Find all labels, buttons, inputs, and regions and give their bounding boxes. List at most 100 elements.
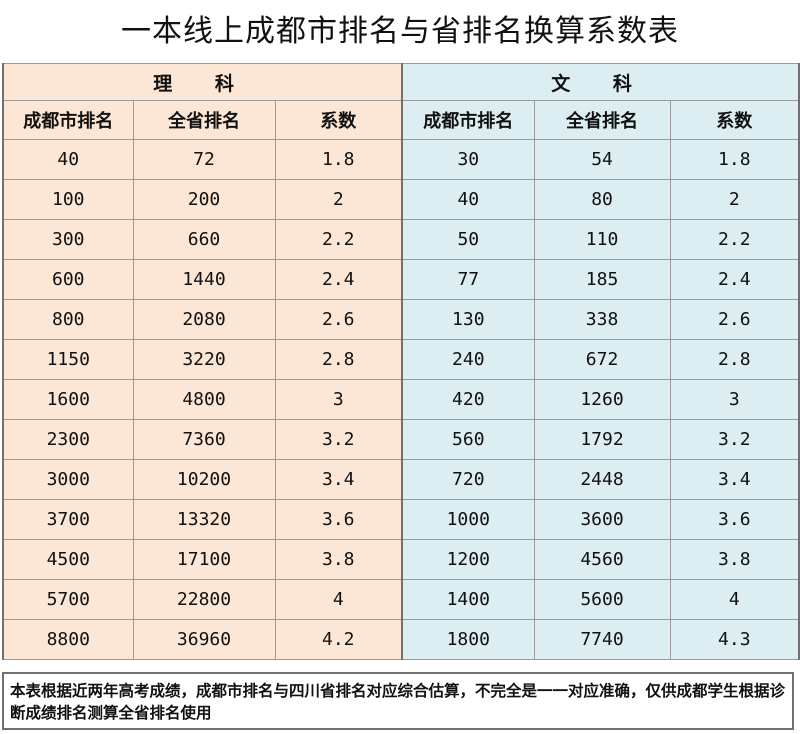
cell-arts-province-rank: 3600	[533, 499, 671, 540]
cell-science-coefficient: 4	[274, 579, 403, 620]
cell-science-coefficient: 2.2	[274, 219, 403, 260]
cell-science-coefficient: 3.8	[274, 539, 403, 580]
cell-science-province-rank: 36960	[132, 619, 276, 660]
cell-arts-coefficient: 4	[669, 579, 800, 620]
cell-science-coefficient: 2	[274, 179, 403, 220]
cell-arts-coefficient: 3.8	[669, 539, 800, 580]
cell-arts-province-rank: 54	[533, 139, 671, 180]
group-header-row: 理 科 文 科	[1, 63, 800, 101]
cell-science-coefficient: 2.6	[274, 299, 403, 340]
cell-arts-province-rank: 338	[533, 299, 671, 340]
cell-arts-city-rank: 720	[401, 459, 535, 500]
cell-arts-coefficient: 3.4	[669, 459, 800, 500]
cell-arts-city-rank: 130	[401, 299, 535, 340]
cell-science-province-rank: 200	[132, 179, 276, 220]
table-row: 40 72 1.8 30 54 1.8	[2, 139, 800, 180]
cell-science-province-rank: 3220	[132, 339, 276, 380]
cell-science-province-rank: 13320	[132, 499, 276, 540]
cell-science-city-rank: 100	[2, 179, 134, 220]
cell-science-coefficient: 3.2	[274, 419, 403, 460]
table-row: 5700 22800 4 1400 5600 4	[2, 579, 800, 620]
cell-arts-province-rank: 185	[533, 259, 671, 300]
cell-arts-coefficient: 2.2	[669, 219, 800, 260]
cell-arts-city-rank: 560	[401, 419, 535, 460]
col-header-science-coefficient: 系数	[274, 100, 403, 140]
cell-science-province-rank: 660	[132, 219, 276, 260]
cell-arts-coefficient: 2.4	[669, 259, 800, 300]
group-science: 理 科	[1, 63, 403, 101]
cell-arts-city-rank: 30	[401, 139, 535, 180]
cell-science-coefficient: 3	[274, 379, 403, 420]
cell-science-coefficient: 3.6	[274, 499, 403, 540]
cell-science-province-rank: 17100	[132, 539, 276, 580]
cell-science-coefficient: 2.8	[274, 339, 403, 380]
cell-arts-province-rank: 7740	[533, 619, 671, 660]
table-row: 100 200 2 40 80 2	[2, 179, 800, 220]
cell-science-province-rank: 2080	[132, 299, 276, 340]
cell-arts-province-rank: 5600	[533, 579, 671, 620]
table-row: 8800 36960 4.2 1800 7740 4.3	[2, 619, 800, 660]
col-header-science-city-rank: 成都市排名	[2, 100, 134, 140]
group-arts: 文 科	[401, 63, 800, 101]
cell-arts-city-rank: 1000	[401, 499, 535, 540]
cell-arts-coefficient: 1.8	[669, 139, 800, 180]
cell-science-city-rank: 1150	[2, 339, 134, 380]
table-row: 300 660 2.2 50 110 2.2	[2, 219, 800, 260]
column-header-row: 成都市排名 全省排名 系数 成都市排名 全省排名 系数	[2, 100, 800, 140]
cell-arts-province-rank: 110	[533, 219, 671, 260]
table-row: 3700 13320 3.6 1000 3600 3.6	[2, 499, 800, 540]
cell-arts-coefficient: 3.2	[669, 419, 800, 460]
cell-arts-city-rank: 40	[401, 179, 535, 220]
table-row: 4500 17100 3.8 1200 4560 3.8	[2, 539, 800, 580]
cell-science-city-rank: 4500	[2, 539, 134, 580]
table-row: 2300 7360 3.2 560 1792 3.2	[2, 419, 800, 460]
cell-arts-coefficient: 4.3	[669, 619, 800, 660]
table-row: 1600 4800 3 420 1260 3	[2, 379, 800, 420]
col-header-arts-city-rank: 成都市排名	[401, 100, 535, 140]
cell-arts-province-rank: 4560	[533, 539, 671, 580]
cell-science-city-rank: 800	[2, 299, 134, 340]
cell-science-coefficient: 1.8	[274, 139, 403, 180]
cell-science-province-rank: 10200	[132, 459, 276, 500]
cell-science-city-rank: 3000	[2, 459, 134, 500]
cell-arts-province-rank: 672	[533, 339, 671, 380]
cell-arts-city-rank: 1400	[401, 579, 535, 620]
cell-science-coefficient: 3.4	[274, 459, 403, 500]
table-row: 800 2080 2.6 130 338 2.6	[2, 299, 800, 340]
cell-science-province-rank: 72	[132, 139, 276, 180]
cell-arts-city-rank: 240	[401, 339, 535, 380]
table-row: 600 1440 2.4 77 185 2.4	[2, 259, 800, 300]
cell-arts-city-rank: 420	[401, 379, 535, 420]
cell-arts-province-rank: 2448	[533, 459, 671, 500]
cell-arts-province-rank: 80	[533, 179, 671, 220]
table-row: 1150 3220 2.8 240 672 2.8	[2, 339, 800, 380]
cell-science-city-rank: 40	[2, 139, 134, 180]
cell-arts-coefficient: 2	[669, 179, 800, 220]
cell-arts-province-rank: 1792	[533, 419, 671, 460]
cell-arts-coefficient: 2.8	[669, 339, 800, 380]
cell-arts-city-rank: 50	[401, 219, 535, 260]
page-title: 一本线上成都市排名与省排名换算系数表	[121, 14, 679, 49]
cell-science-coefficient: 2.4	[274, 259, 403, 300]
cell-science-province-rank: 1440	[132, 259, 276, 300]
cell-science-province-rank: 22800	[132, 579, 276, 620]
col-header-arts-coefficient: 系数	[669, 100, 800, 140]
cell-science-city-rank: 300	[2, 219, 134, 260]
cell-arts-coefficient: 3	[669, 379, 800, 420]
cell-science-coefficient: 4.2	[274, 619, 403, 660]
cell-arts-city-rank: 1800	[401, 619, 535, 660]
col-header-science-province-rank: 全省排名	[132, 100, 276, 140]
cell-arts-city-rank: 77	[401, 259, 535, 300]
footnote: 本表根据近两年高考成绩，成都市排名与四川省排名对应综合估算，不完全是一一对应准确…	[2, 672, 794, 730]
table-row: 3000 10200 3.4 720 2448 3.4	[2, 459, 800, 500]
cell-science-city-rank: 600	[2, 259, 134, 300]
cell-science-province-rank: 4800	[132, 379, 276, 420]
cell-science-city-rank: 8800	[2, 619, 134, 660]
cell-arts-province-rank: 1260	[533, 379, 671, 420]
cell-science-city-rank: 5700	[2, 579, 134, 620]
cell-science-city-rank: 1600	[2, 379, 134, 420]
cell-science-city-rank: 2300	[2, 419, 134, 460]
cell-science-province-rank: 7360	[132, 419, 276, 460]
cell-science-city-rank: 3700	[2, 499, 134, 540]
cell-arts-coefficient: 2.6	[669, 299, 800, 340]
